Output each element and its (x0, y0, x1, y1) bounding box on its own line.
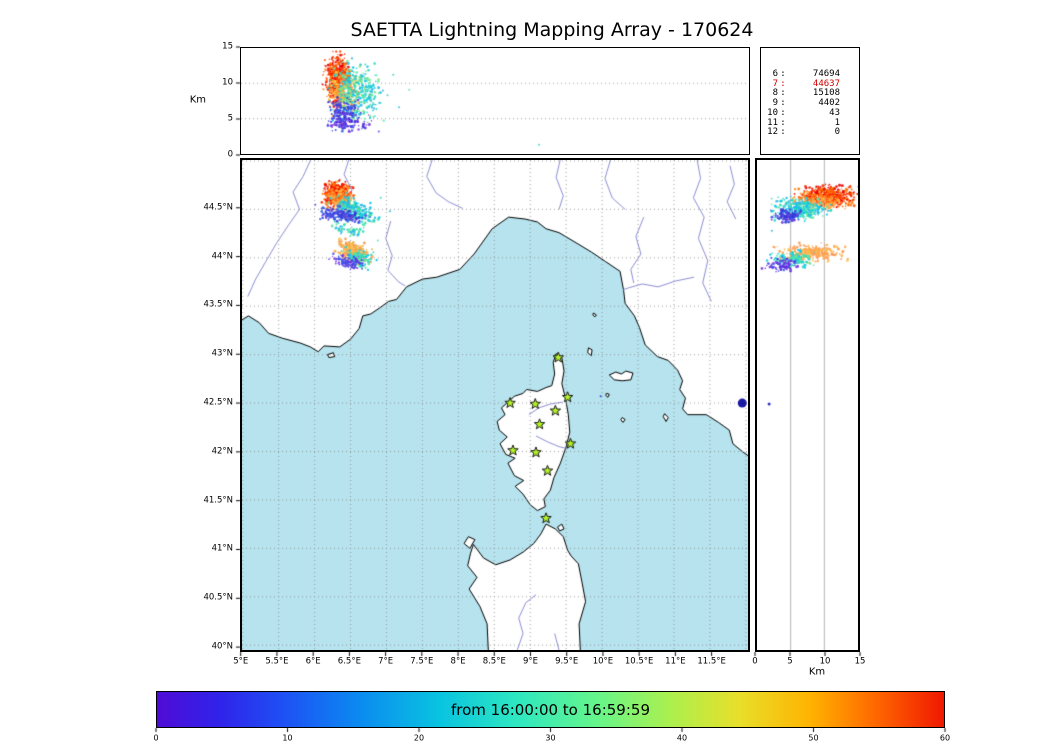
altitude-latitude-panel (755, 158, 860, 652)
altitude-axis-label-bottom: Km (808, 666, 826, 678)
station-count-v: 1 (834, 117, 840, 128)
station-count-k: 12 (767, 127, 778, 138)
station-stats-panel: 6: 74694 7: 44637 8: 15108 9: 4402 10: 43 11: 1 12: 0 (760, 47, 860, 155)
station-count-c: : (780, 117, 786, 128)
page-title: SAETTA Lightning Mapping Array - 170624 (350, 19, 754, 41)
station-count-v: 4402 (818, 98, 840, 109)
altitude-axis-label: Km (189, 94, 206, 106)
station-count-row: 10: 43 (761, 107, 859, 119)
station-count-v: 74694 (812, 69, 840, 79)
map-canvas (242, 160, 748, 650)
station-count-k: 11 (767, 117, 778, 128)
station-count-k: 7 (772, 78, 778, 89)
station-count-c: : (780, 107, 786, 118)
station-stats-rows: 6: 74694 7: 44637 8: 15108 9: 4402 10: 43 11: 1 12: 0 (761, 48, 859, 138)
station-count-c: : (780, 69, 786, 79)
longitude-altitude-canvas (241, 48, 749, 154)
station-count-c: : (780, 127, 786, 138)
station-count-row: 6: 74694 (761, 69, 859, 80)
station-count-v: 15108 (812, 88, 840, 99)
colorbar-label: from 16:00:00 to 16:59:59 (450, 700, 650, 719)
station-count-row: 7: 44637 (761, 78, 859, 90)
station-count-c: : (780, 88, 786, 99)
station-count-v: 0 (834, 127, 840, 138)
station-count-v: 44637 (812, 78, 840, 89)
station-count-v: 43 (829, 107, 840, 118)
station-count-c: : (780, 98, 786, 109)
time-colorbar: from 16:00:00 to 16:59:59 (156, 691, 945, 728)
station-count-c: : (780, 78, 786, 89)
longitude-altitude-panel (240, 47, 750, 155)
station-count-row: 9: 4402 (761, 98, 859, 109)
station-count-k: 9 (772, 98, 778, 109)
station-count-row: 12: 0 (761, 128, 859, 138)
station-count-k: 10 (767, 107, 778, 118)
map-panel (240, 158, 750, 652)
station-count-row: 8: 15108 (761, 89, 859, 99)
station-count-k: 8 (772, 88, 778, 99)
station-count-row: 11: 1 (761, 117, 859, 129)
altitude-latitude-canvas (757, 160, 858, 650)
station-count-k: 6 (772, 69, 778, 79)
